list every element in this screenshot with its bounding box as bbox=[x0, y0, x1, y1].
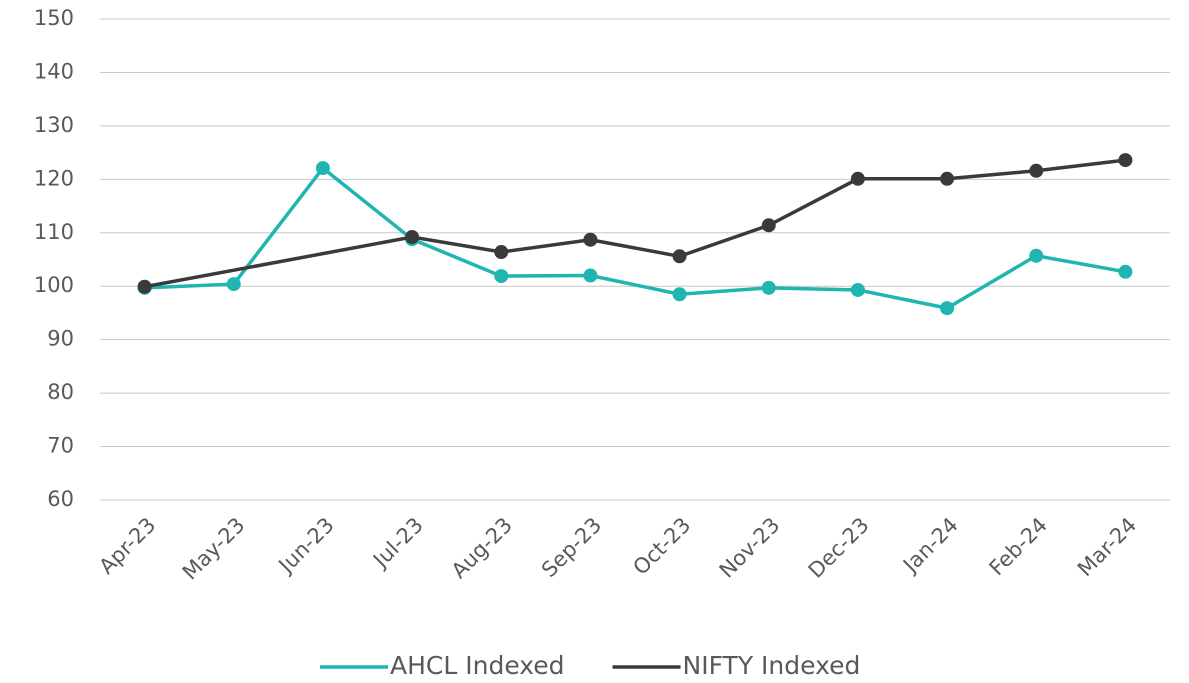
x-tick-label: Sep-23 bbox=[537, 513, 606, 582]
y-tick-label: 150 bbox=[34, 6, 74, 30]
x-tick-label: Aug-23 bbox=[447, 513, 517, 583]
x-tick-label: Feb-24 bbox=[985, 513, 1053, 581]
point bbox=[672, 249, 687, 264]
point bbox=[315, 161, 330, 176]
point bbox=[1118, 153, 1133, 168]
point bbox=[1118, 264, 1133, 279]
point bbox=[1029, 248, 1044, 263]
y-tick-label: 80 bbox=[47, 380, 74, 404]
point bbox=[761, 218, 776, 233]
y-tick-label: 120 bbox=[34, 166, 74, 190]
point bbox=[850, 171, 865, 186]
legend: AHCL Indexed NIFTY Indexed bbox=[320, 651, 860, 680]
point bbox=[850, 282, 865, 297]
x-tick-label: Dec-23 bbox=[804, 513, 874, 583]
point bbox=[405, 230, 420, 245]
x-tick-label: Oct-23 bbox=[628, 513, 695, 580]
x-tick-label: Mar-24 bbox=[1073, 513, 1141, 581]
y-tick-label: 130 bbox=[34, 113, 74, 137]
point bbox=[137, 279, 152, 294]
y-tick-label: 110 bbox=[34, 220, 74, 244]
point bbox=[583, 232, 598, 247]
legend-label: NIFTY Indexed bbox=[683, 651, 861, 680]
y-tick-label: 70 bbox=[47, 434, 74, 458]
y-tick-label: 100 bbox=[34, 273, 74, 297]
y-tick-label: 90 bbox=[47, 327, 74, 351]
point bbox=[672, 287, 687, 302]
x-tick-label: Nov-23 bbox=[715, 513, 785, 583]
point bbox=[940, 301, 955, 316]
point bbox=[761, 280, 776, 295]
y-tick-label: 140 bbox=[34, 59, 74, 83]
series-line bbox=[144, 165, 1126, 310]
x-tick-label: May-23 bbox=[178, 513, 250, 585]
x-tick-label: Jan-24 bbox=[897, 513, 963, 579]
point bbox=[494, 245, 509, 260]
legend-label: AHCL Indexed bbox=[390, 651, 565, 680]
point bbox=[1029, 163, 1044, 178]
x-tick-label: Jul-23 bbox=[367, 513, 428, 574]
y-tick-label: 60 bbox=[47, 487, 74, 511]
point bbox=[583, 268, 598, 283]
x-tick-label: Apr-23 bbox=[94, 513, 160, 579]
point bbox=[226, 277, 241, 292]
series-line bbox=[144, 158, 1126, 289]
point bbox=[494, 269, 509, 284]
point bbox=[940, 171, 955, 186]
x-tick-label: Jun-23 bbox=[273, 513, 339, 579]
